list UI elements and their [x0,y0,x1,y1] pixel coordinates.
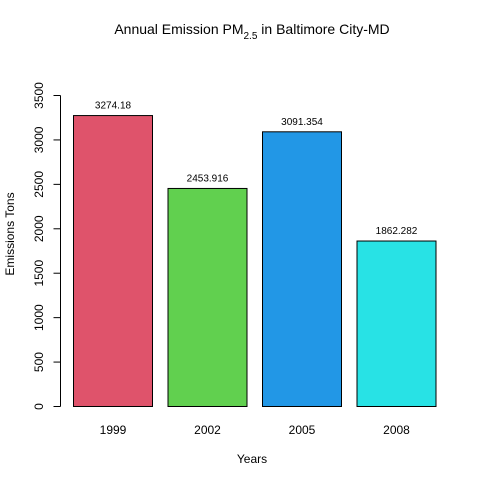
x-tick-labels-group: 1999 2002 2005 2008 [100,423,411,437]
bars-group [73,115,437,407]
y-axis-label: Emissions Tons [3,192,17,275]
value-labels-group: 3274.18 2453.916 3091.354 1862.282 [95,101,418,237]
x-tick-label-2005: 2005 [289,423,316,437]
bar-2008 [356,240,437,407]
bar-2002 [167,187,248,407]
y-tick-label-1000: 1000 [32,304,46,331]
x-tick-label-1999: 1999 [100,423,127,437]
chart-title-prefix: Annual Emission PM [114,21,243,37]
x-axis-label: Years [237,452,267,466]
y-tick-label-2500: 2500 [32,171,46,198]
x-tick-label-2002: 2002 [194,423,221,437]
value-label-2008: 1862.282 [376,226,418,237]
y-axis: 0 500 1000 1500 2000 2500 3000 3500 [32,82,61,410]
y-tick-label-3000: 3000 [32,126,46,153]
bar-2005 [262,131,342,407]
value-label-2005: 3091.354 [281,117,323,128]
y-tick-label-1500: 1500 [32,260,46,287]
y-tick-label-3500: 3500 [32,82,46,109]
bar-1999 [73,115,153,407]
y-tick-label-500: 500 [32,352,46,372]
chart-title-suffix: in Baltimore City-MD [257,21,389,37]
y-tick-label-0: 0 [32,403,46,410]
x-tick-label-2008: 2008 [383,423,410,437]
value-label-1999: 3274.18 [95,101,132,112]
y-tick-label-2000: 2000 [32,215,46,242]
chart-title-subscript: 2.5 [244,31,258,42]
value-label-2002: 2453.916 [187,173,229,184]
chart-title: Annual Emission PM2.5 in Baltimore City-… [114,21,389,42]
